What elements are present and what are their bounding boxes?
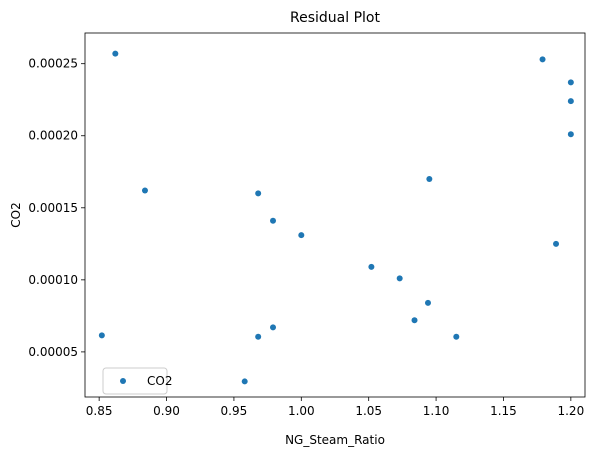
x-axis-label: NG_Steam_Ratio <box>285 433 385 447</box>
data-point <box>368 263 375 270</box>
data-point <box>411 317 418 324</box>
legend-box <box>102 367 168 395</box>
legend-marker-co2 <box>120 378 126 384</box>
data-point <box>255 333 262 340</box>
y-axis-ticks: 0.00005 0.00010 0.00015 0.00020 0.00025 <box>28 57 85 359</box>
data-point <box>426 175 433 182</box>
data-point <box>453 333 460 340</box>
chart-title: Residual Plot <box>290 10 380 26</box>
x-tick-label: 1.05 <box>355 404 382 418</box>
x-tick-label: 0.90 <box>153 404 180 418</box>
x-tick-label: 1.15 <box>490 404 517 418</box>
y-tick-label: 0.00020 <box>28 129 78 143</box>
x-tick-label: 0.85 <box>86 404 113 418</box>
y-tick-label: 0.00015 <box>28 201 78 215</box>
plot-background <box>85 33 585 397</box>
data-point <box>112 50 119 57</box>
data-point <box>255 190 262 197</box>
y-tick-label: 0.00005 <box>28 345 78 359</box>
data-points <box>98 50 574 385</box>
data-point <box>567 79 574 86</box>
y-tick-label: 0.00010 <box>28 273 78 287</box>
data-point <box>567 98 574 105</box>
x-tick-label: 1.20 <box>557 404 584 418</box>
plot-area <box>84 32 586 398</box>
data-point <box>298 232 305 239</box>
x-tick-label: 0.95 <box>221 404 248 418</box>
data-point <box>98 332 105 339</box>
data-point <box>241 378 248 385</box>
x-tick-label: 1.00 <box>288 404 315 418</box>
data-point <box>141 187 148 194</box>
legend: CO2 <box>102 367 172 395</box>
legend-label-co2: CO2 <box>147 374 172 388</box>
data-point <box>396 275 403 282</box>
data-point <box>270 217 277 224</box>
data-point <box>567 131 574 138</box>
data-point <box>270 324 277 331</box>
data-point <box>424 299 431 306</box>
y-tick-label: 0.00025 <box>28 57 78 71</box>
plot-frame <box>84 32 586 398</box>
y-axis-label: CO2 <box>9 202 23 227</box>
x-axis-ticks: 0.85 0.90 0.95 1.00 1.05 1.10 1.15 1.20 <box>86 397 584 418</box>
data-point <box>553 240 560 247</box>
x-tick-label: 1.10 <box>423 404 450 418</box>
data-point <box>539 56 546 63</box>
